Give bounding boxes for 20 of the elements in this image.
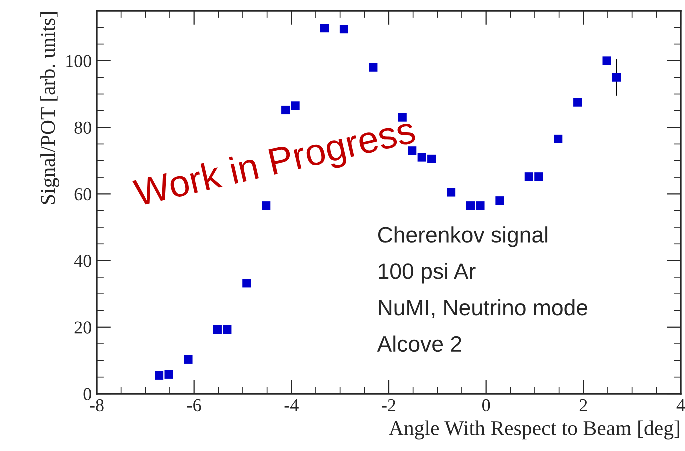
annotation: Work in Progress — [132, 116, 418, 214]
y-tick-label: 100 — [66, 55, 92, 68]
x-tick-label: 0 — [482, 399, 490, 412]
x-tick-label: -6 — [187, 399, 202, 412]
x-tick-label: 4 — [676, 400, 685, 412]
y-tick-label: 80 — [74, 122, 92, 134]
y-tick-label: 60 — [74, 188, 92, 201]
x-tick-label: -2 — [382, 399, 396, 412]
y-tick-label: 40 — [74, 255, 92, 268]
x-tick-label: 2 — [580, 399, 588, 412]
y-tick-label: 20 — [74, 322, 92, 334]
annotation: 100 psi Ar — [379, 262, 476, 284]
y-axis-title: Signal/POT [arb. units] — [40, 12, 60, 204]
x-axis-title: Angle With Respect to Beam [deg] — [389, 420, 680, 440]
annotation: Alcove 2 — [377, 336, 462, 352]
y-tick-label: 0 — [84, 388, 92, 400]
annotation: NuMI, Neutrino mode — [379, 299, 588, 318]
x-tick-label: -8 — [90, 399, 104, 412]
x-tick-label: -4 — [284, 400, 299, 412]
annotation: Cherenkov signal — [378, 226, 548, 248]
